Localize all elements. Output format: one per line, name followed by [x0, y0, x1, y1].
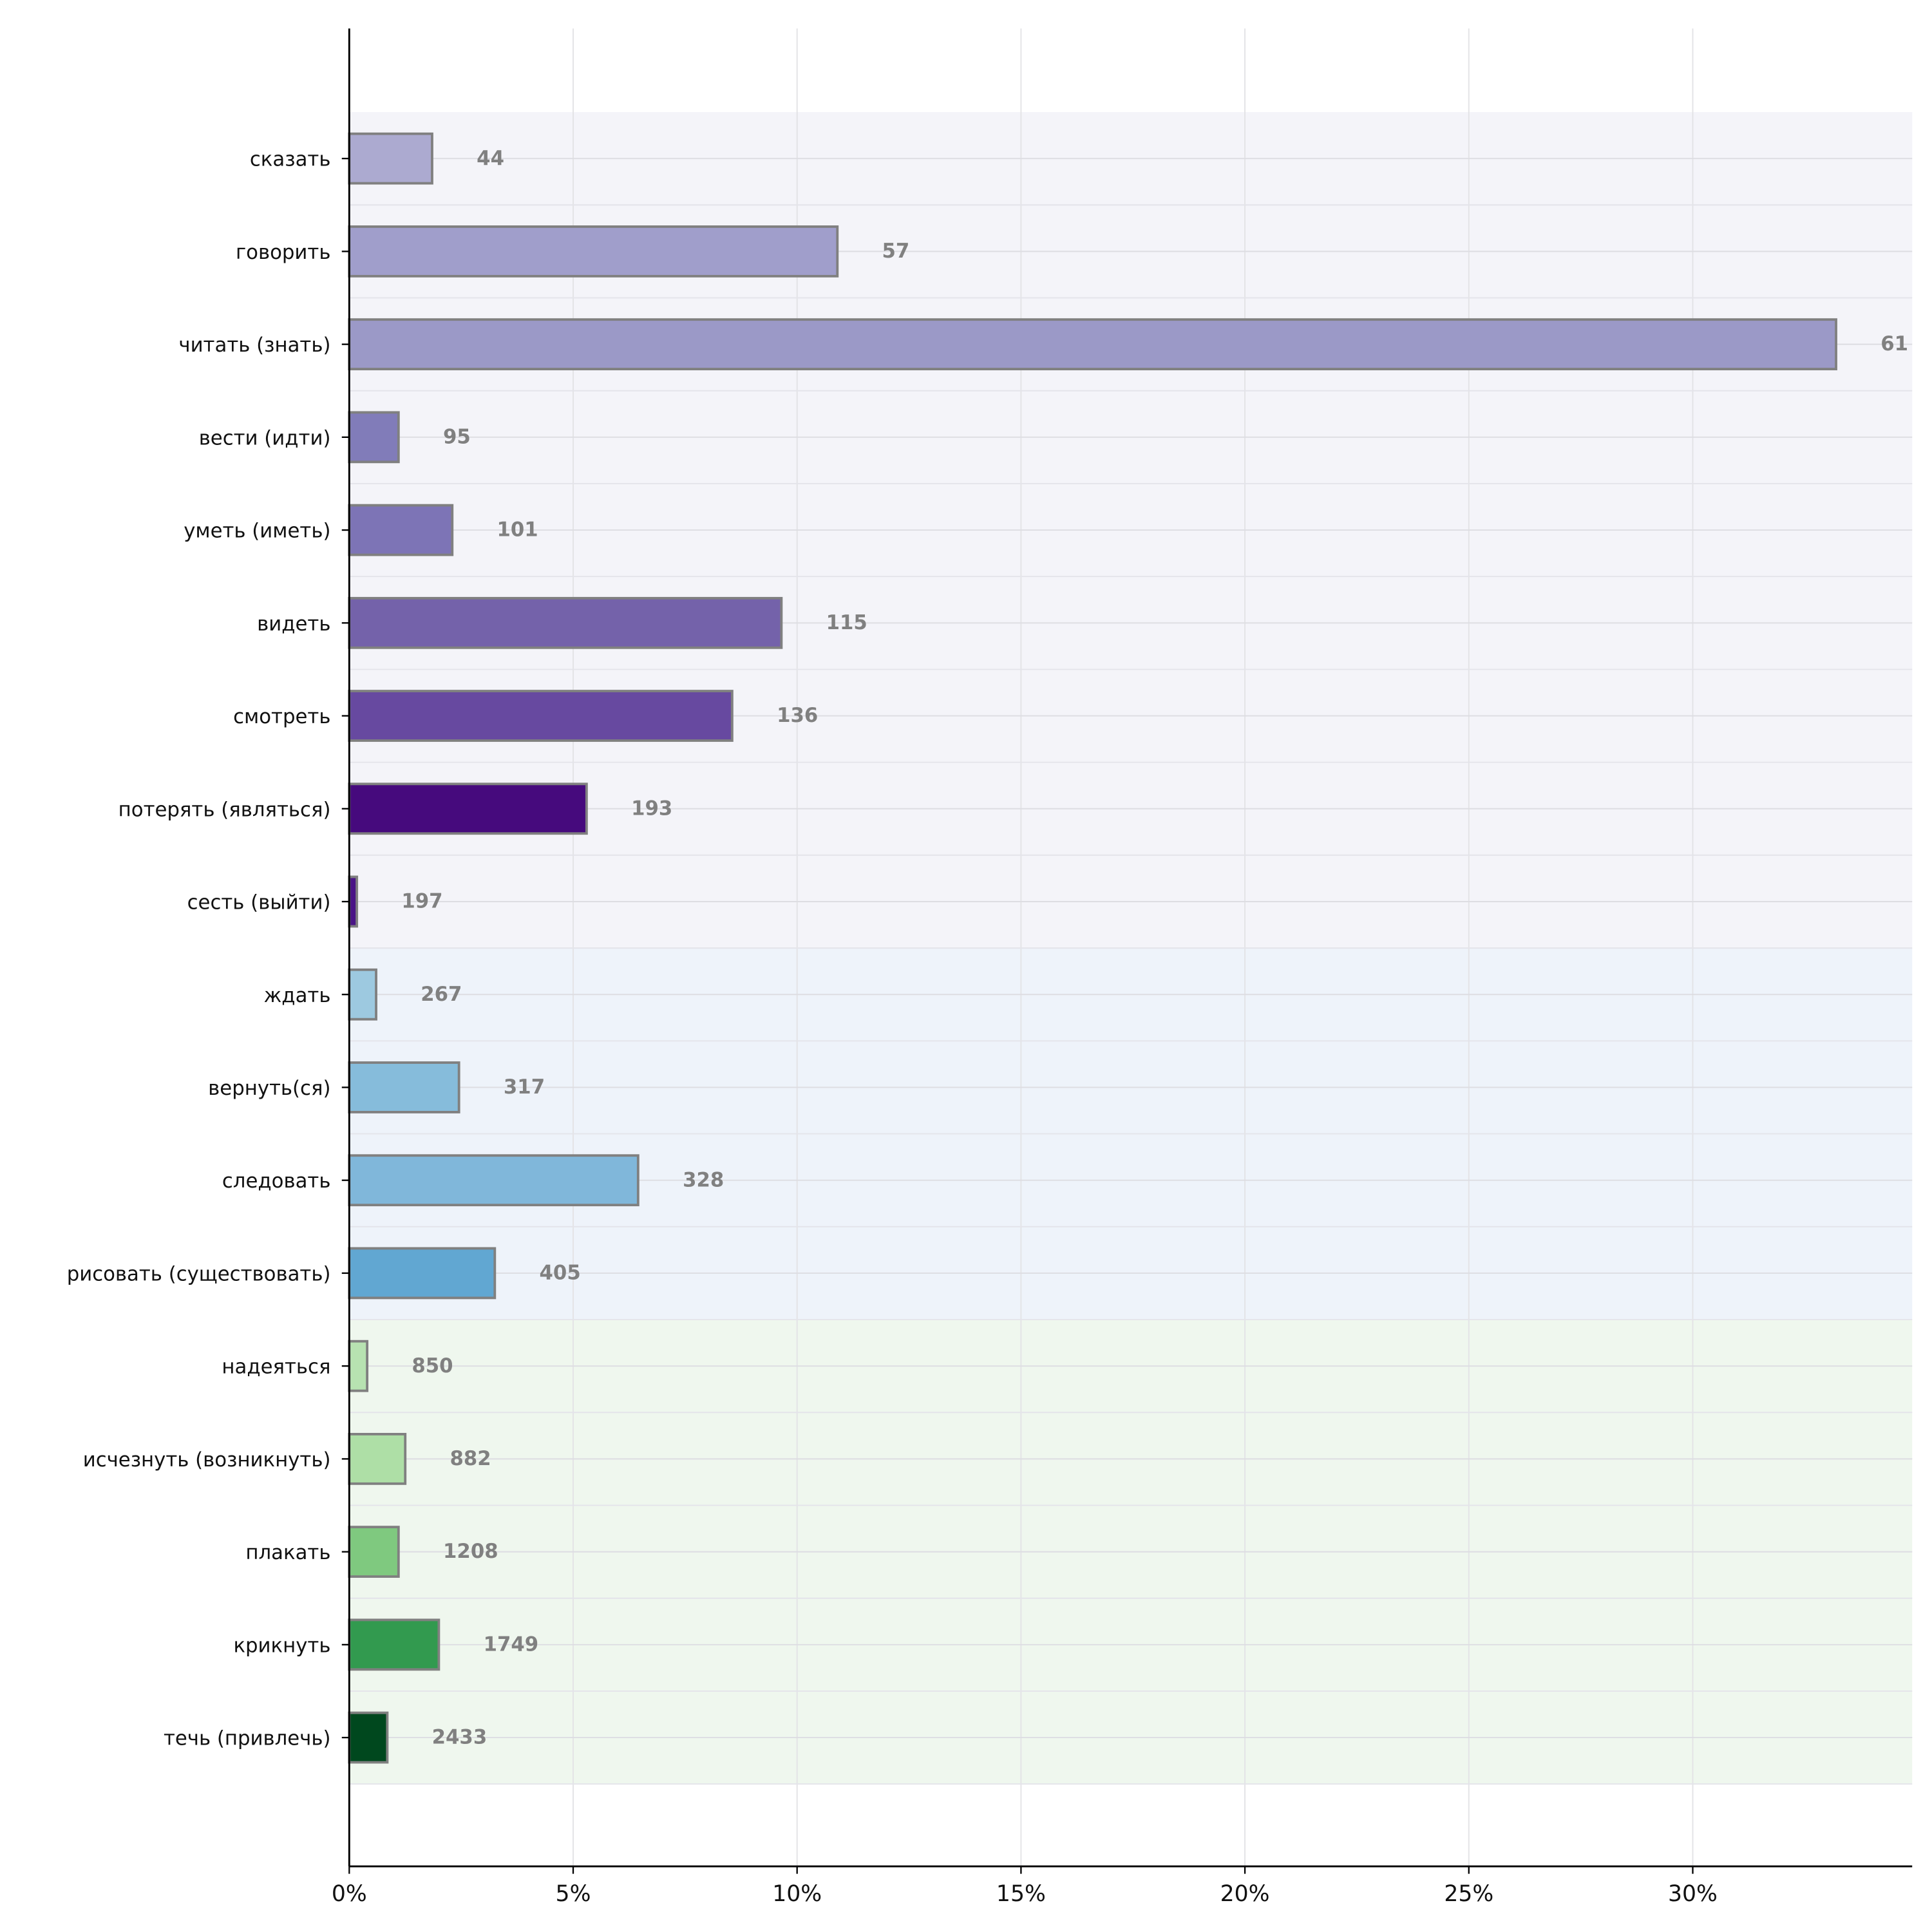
data-label: 1749: [484, 1633, 539, 1656]
bar: [348, 318, 1837, 370]
data-label: 328: [683, 1168, 724, 1191]
data-label: 317: [504, 1075, 545, 1099]
bar: [348, 690, 734, 742]
data-label: 405: [540, 1262, 581, 1285]
bar: [348, 968, 377, 1021]
bar: [348, 1061, 460, 1113]
labels: 0% 5% 10% 15% 20% 25% 30% сказать 44 говорить 57 чи…: [67, 147, 1908, 1907]
category-label: течь (привлечь): [164, 1727, 330, 1750]
category-label: надеяться: [222, 1356, 330, 1379]
data-label: 850: [412, 1354, 453, 1378]
data-label: 882: [450, 1447, 491, 1470]
data-label: 2433: [432, 1726, 488, 1749]
bar: [348, 1247, 497, 1300]
bar: [348, 1711, 389, 1764]
category-label: плакать: [245, 1541, 330, 1564]
data-label: 1208: [443, 1540, 498, 1563]
bar: [348, 782, 588, 835]
bar: [348, 411, 400, 464]
category-label: следовать: [222, 1170, 331, 1193]
category-label: вернуть(ся): [208, 1077, 330, 1100]
category-label: читать (знать): [178, 334, 330, 357]
data-label: 101: [497, 518, 538, 542]
category-label: вести (идти): [199, 426, 331, 450]
bar: [348, 1526, 400, 1578]
data-label: 61: [1880, 332, 1908, 355]
data-label: 44: [477, 147, 504, 170]
category-label: ждать: [264, 984, 331, 1007]
data-label: 197: [401, 890, 442, 913]
bar: [348, 504, 454, 556]
x-tick-label: 0%: [332, 1881, 367, 1907]
category-label: сказать: [250, 148, 331, 171]
category-label: смотреть: [233, 705, 330, 728]
category-label: сесть (выйти): [187, 891, 331, 914]
x-tick-label: 5%: [556, 1881, 591, 1907]
bar: [348, 596, 783, 649]
category-label: видеть: [257, 612, 330, 636]
data-label: 193: [631, 797, 672, 820]
bar: [348, 1340, 369, 1392]
bar: [348, 132, 433, 185]
data-label: 267: [421, 983, 462, 1006]
category-label: крикнуть: [233, 1634, 330, 1657]
bar: [348, 875, 359, 928]
category-label: рисовать (существовать): [67, 1262, 331, 1285]
x-tick-label: 30%: [1668, 1881, 1718, 1907]
category-label: говорить: [236, 241, 330, 264]
bars: [348, 132, 1837, 1764]
x-tick-label: 10%: [772, 1881, 822, 1907]
bar: [348, 1433, 407, 1485]
category-label: потерять (являться): [118, 798, 331, 821]
bar: [348, 1618, 440, 1671]
category-label: исчезнуть (возникнуть): [83, 1448, 331, 1472]
data-label: 95: [443, 425, 471, 448]
data-label: 115: [826, 611, 867, 634]
data-label: 136: [777, 704, 818, 727]
bar: [348, 225, 839, 278]
bar: [348, 1154, 639, 1207]
x-tick-label: 25%: [1444, 1881, 1493, 1907]
category-label: уметь (иметь): [184, 520, 330, 543]
data-label: 57: [882, 240, 910, 263]
x-tick-label: 15%: [996, 1881, 1046, 1907]
x-tick-label: 20%: [1220, 1881, 1270, 1907]
